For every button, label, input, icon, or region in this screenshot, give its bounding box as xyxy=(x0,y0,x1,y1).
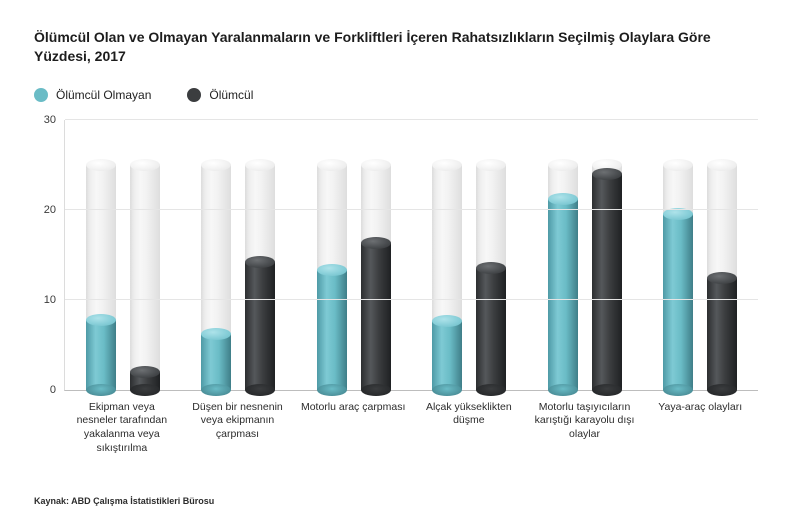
bar-fill xyxy=(548,199,578,390)
bar-group xyxy=(65,120,181,390)
bar-track-cap xyxy=(86,159,116,171)
bar-fill xyxy=(317,270,347,390)
gridline xyxy=(65,119,758,120)
x-label: Yaya-araç olayları xyxy=(642,391,758,456)
source-note: Kaynak: ABD Çalışma İstatistikleri Büros… xyxy=(34,496,214,506)
bar-track xyxy=(130,165,160,390)
bar-base-cap xyxy=(592,384,622,396)
gridline xyxy=(65,299,758,300)
y-tick-label: 30 xyxy=(44,114,56,126)
x-label: Ekipman veya nesneler tarafından yakalan… xyxy=(64,391,180,456)
bar-fill xyxy=(201,334,231,390)
bar-track-cap xyxy=(245,159,275,171)
bar-fill xyxy=(245,262,275,390)
bar-fill-cap xyxy=(245,256,275,268)
y-tick-label: 0 xyxy=(50,384,56,396)
bar-track-cap xyxy=(663,159,693,171)
gridline xyxy=(65,209,758,210)
chart-page: { "title": "Ölümcül Olan ve Olmayan Yara… xyxy=(0,0,792,520)
bar-nonfatal xyxy=(548,165,578,390)
legend-swatch xyxy=(187,88,201,102)
bar-fill xyxy=(476,268,506,390)
bar-track-cap xyxy=(548,159,578,171)
bar-group xyxy=(527,120,643,390)
bar-group xyxy=(181,120,297,390)
x-axis-labels: Ekipman veya nesneler tarafından yakalan… xyxy=(64,391,758,456)
bar-track-cap xyxy=(317,159,347,171)
bar-fill-cap xyxy=(317,264,347,276)
bar-base-cap xyxy=(548,384,578,396)
bar-fill-cap xyxy=(86,314,116,326)
bar-fill xyxy=(663,214,693,390)
bar-fill xyxy=(86,320,116,390)
y-tick-label: 20 xyxy=(44,204,56,216)
bar-track-cap xyxy=(707,159,737,171)
x-label: Alçak yükseklikten düşme xyxy=(411,391,527,456)
legend-label: Ölümcül xyxy=(209,88,253,102)
plot-area xyxy=(64,120,758,391)
bar-track-cap xyxy=(130,159,160,171)
bar-fatal xyxy=(130,165,160,390)
bar-base-cap xyxy=(663,384,693,396)
bar-fill-cap xyxy=(548,193,578,205)
legend-swatch xyxy=(34,88,48,102)
chart-title: Ölümcül Olan ve Olmayan Yaralanmaların v… xyxy=(34,28,758,66)
bar-track-cap xyxy=(432,159,462,171)
bar-fill-cap xyxy=(130,366,160,378)
bar-nonfatal xyxy=(201,165,231,390)
bar-fatal xyxy=(245,165,275,390)
bar-fill xyxy=(707,278,737,390)
bar-base-cap xyxy=(86,384,116,396)
bar-group xyxy=(412,120,528,390)
x-label: Motorlu taşıyıcıların karıştığı karayolu… xyxy=(527,391,643,456)
chart: 0102030 Ekipman veya nesneler tarafından… xyxy=(34,120,758,456)
bar-fill xyxy=(432,321,462,389)
y-tick-label: 10 xyxy=(44,294,56,306)
bar-base-cap xyxy=(707,384,737,396)
legend-item-0: Ölümcül Olmayan xyxy=(34,88,151,102)
x-label: Motorlu araç çarpması xyxy=(295,391,411,456)
bar-fatal xyxy=(707,165,737,390)
bar-nonfatal xyxy=(86,165,116,390)
bar-nonfatal xyxy=(432,165,462,390)
legend-label: Ölümcül Olmayan xyxy=(56,88,151,102)
bar-base-cap xyxy=(245,384,275,396)
y-axis: 0102030 xyxy=(34,120,64,390)
bar-fatal xyxy=(476,165,506,390)
bar-nonfatal xyxy=(317,165,347,390)
bar-base-cap xyxy=(201,384,231,396)
bar-fill xyxy=(592,174,622,390)
bar-track-cap xyxy=(476,159,506,171)
bar-nonfatal xyxy=(663,165,693,390)
legend-item-1: Ölümcül xyxy=(187,88,253,102)
bar-track-cap xyxy=(361,159,391,171)
bar-base-cap xyxy=(432,384,462,396)
bar-base-cap xyxy=(476,384,506,396)
x-label: Düşen bir nesnenin veya ekipmanın çarpma… xyxy=(180,391,296,456)
bar-fatal xyxy=(592,165,622,390)
bar-fill-cap xyxy=(201,328,231,340)
bar-fill-cap xyxy=(361,237,391,249)
bar-fill xyxy=(361,243,391,390)
legend: Ölümcül Olmayan Ölümcül xyxy=(34,88,758,102)
bar-base-cap xyxy=(130,384,160,396)
bar-fatal xyxy=(361,165,391,390)
bar-base-cap xyxy=(361,384,391,396)
bar-fill-cap xyxy=(592,168,622,180)
bar-base-cap xyxy=(317,384,347,396)
bar-track-cap xyxy=(201,159,231,171)
bar-group xyxy=(643,120,759,390)
bar-group xyxy=(296,120,412,390)
